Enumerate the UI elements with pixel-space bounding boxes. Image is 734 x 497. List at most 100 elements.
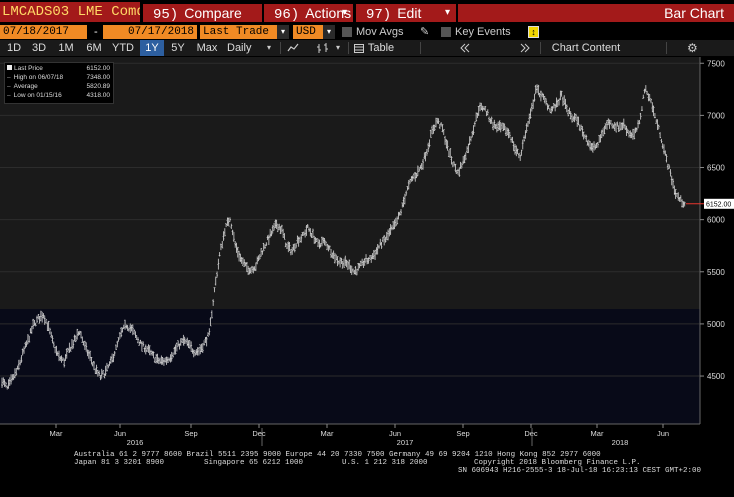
- end-date-field[interactable]: 07/17/2018: [103, 25, 197, 39]
- resize-icon[interactable]: ↕: [528, 26, 539, 38]
- price-bar: [353, 269, 356, 275]
- table-icon[interactable]: [354, 44, 364, 53]
- price-bar: [446, 140, 449, 151]
- price-bar: [265, 242, 268, 247]
- y-tick-label: 6500: [707, 164, 725, 173]
- price-bar: [201, 343, 204, 353]
- price-bar: [669, 169, 672, 177]
- edit-caret-icon: ▾: [444, 7, 450, 18]
- price-bar: [514, 143, 516, 155]
- price-bar: [308, 227, 311, 232]
- price-bar: [210, 310, 213, 319]
- price-bar: [611, 123, 614, 129]
- price-bar: [441, 124, 444, 133]
- range-max[interactable]: Max: [196, 42, 218, 54]
- price-bar: [271, 225, 274, 234]
- last-price-tag: 6152.00: [686, 198, 734, 209]
- x-tick-label: Mar: [321, 429, 334, 438]
- range-1d[interactable]: 1D: [6, 42, 22, 54]
- price-bar: [662, 144, 665, 155]
- price-bar: [34, 322, 37, 327]
- start-date-field[interactable]: 07/18/2017: [0, 25, 87, 39]
- compare-button[interactable]: 95) Compare: [143, 4, 262, 23]
- price-bar: [203, 340, 206, 346]
- table-button[interactable]: Table: [367, 42, 395, 54]
- frequency-dropdown-icon[interactable]: ▾: [267, 43, 272, 52]
- key-events-checkbox[interactable]: [441, 27, 451, 37]
- price-bar: [3, 379, 6, 387]
- price-bar: [206, 332, 209, 337]
- x-year-label: 2016: [127, 438, 144, 447]
- price-bar: [608, 119, 611, 129]
- price-bar: [434, 117, 437, 128]
- line-chart-icon[interactable]: [287, 43, 299, 53]
- edit-label: Edit: [397, 5, 422, 21]
- price-bar: [161, 357, 164, 365]
- price-bar: [239, 253, 242, 263]
- currency-select[interactable]: USD: [293, 25, 323, 39]
- price-bar: [140, 341, 143, 352]
- price-bar: [586, 140, 589, 146]
- price-bar: [229, 217, 231, 222]
- price-bar: [345, 259, 348, 268]
- last-price-box: [704, 198, 734, 209]
- price-bar: [291, 246, 294, 255]
- field-select[interactable]: Last Trade: [200, 25, 277, 39]
- legend-low-label: – Low on 01/15/16: [7, 92, 62, 99]
- price-bar: [635, 127, 638, 132]
- price-bar: [548, 108, 551, 113]
- y-axis: 4500 5000 5500 6000 6500 7000 7500: [700, 59, 725, 381]
- price-bar: [183, 336, 186, 345]
- price-bar: [43, 315, 46, 325]
- price-bar: [525, 123, 528, 133]
- price-bar: [47, 320, 50, 332]
- range-3d[interactable]: 3D: [31, 42, 47, 54]
- price-chart[interactable]: 4500 5000 5500 6000 6500 7000 7500 Mar Jun Sep De…: [0, 57, 734, 450]
- price-bar: [458, 167, 461, 177]
- price-bar: [157, 357, 160, 365]
- price-bar: [655, 119, 658, 124]
- range-6m[interactable]: 6M: [86, 42, 102, 54]
- mov-avgs-checkbox[interactable]: [342, 27, 352, 37]
- field-dropdown-icon[interactable]: ▾: [277, 25, 289, 39]
- actions-menu[interactable]: 96) Actions ▾: [264, 4, 353, 23]
- bar-chart-icon[interactable]: [316, 42, 330, 54]
- price-bar: [651, 102, 654, 113]
- price-bar: [287, 241, 290, 253]
- pen-icon[interactable]: ✎: [420, 26, 430, 38]
- y-tick-label: 6000: [707, 216, 725, 225]
- range-5y[interactable]: 5Y: [171, 42, 185, 54]
- currency-dropdown-icon[interactable]: ▾: [323, 25, 335, 39]
- price-bar: [387, 229, 390, 241]
- price-bar: [205, 336, 208, 347]
- edit-menu[interactable]: 97) Edit ▾: [356, 4, 456, 23]
- double-chevron-right-icon[interactable]: [520, 43, 530, 53]
- range-ytd[interactable]: YTD: [112, 42, 134, 54]
- price-bar: [305, 225, 308, 236]
- x-tick-label: Sep: [456, 429, 469, 438]
- chart-style-dropdown-icon[interactable]: ▾: [336, 43, 341, 52]
- price-bar: [503, 123, 506, 131]
- chart-legend[interactable]: Last Price 6152.00 – High on 06/07/18 734…: [4, 62, 114, 104]
- price-bar: [488, 116, 491, 123]
- gear-icon[interactable]: ⚙: [687, 41, 698, 55]
- price-bar: [177, 340, 180, 347]
- price-bar: [536, 84, 539, 93]
- price-bar: [245, 262, 248, 273]
- price-bar: [15, 368, 18, 376]
- ticker-field[interactable]: LMCADS03 LME Comdt: [0, 2, 140, 22]
- range-1y[interactable]: 1Y: [140, 40, 164, 56]
- double-chevron-left-icon[interactable]: [460, 43, 470, 53]
- frequency-select[interactable]: Daily: [227, 42, 252, 54]
- chart-content-button[interactable]: Chart Content: [551, 42, 621, 54]
- x-tick-label: Jun: [114, 429, 126, 438]
- range-1m[interactable]: 1M: [58, 42, 74, 54]
- price-bar: [425, 148, 428, 156]
- price-bar: [326, 243, 329, 251]
- price-bar: [204, 337, 207, 343]
- price-bar: [516, 148, 519, 154]
- price-bar: [78, 330, 81, 336]
- y-tick-label: 5500: [707, 268, 725, 277]
- price-bar: [457, 168, 459, 175]
- price-bar: [309, 228, 312, 237]
